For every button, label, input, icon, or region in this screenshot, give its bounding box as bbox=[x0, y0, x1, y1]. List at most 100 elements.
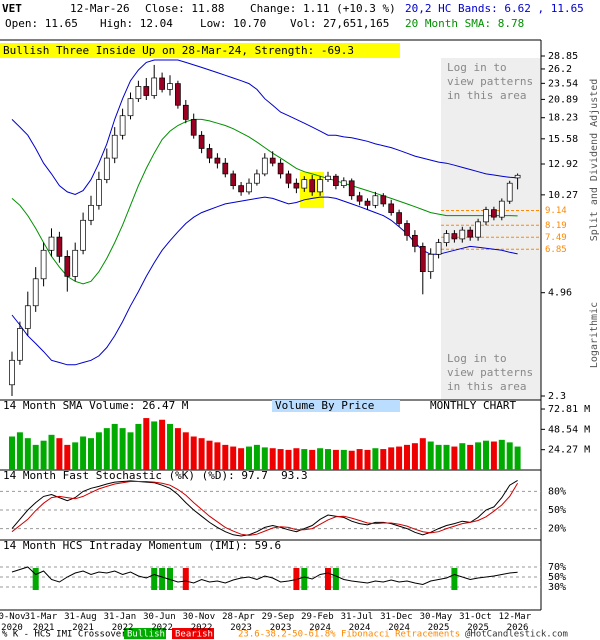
volume-bar bbox=[269, 448, 276, 470]
volume-bar bbox=[95, 432, 102, 470]
volume-bar bbox=[332, 449, 339, 470]
candle-body bbox=[230, 173, 237, 186]
candle-body bbox=[467, 229, 474, 238]
fib-label: 6.85 bbox=[545, 245, 567, 255]
volume-bar bbox=[238, 448, 245, 470]
candle-body bbox=[119, 115, 126, 136]
candle-body bbox=[135, 86, 142, 100]
x-tick-label: 31-Jan 2022 bbox=[104, 612, 142, 633]
candle-body bbox=[475, 221, 481, 238]
x-tick-label: 31-Mar 2021 bbox=[25, 612, 63, 633]
candle-body bbox=[254, 173, 260, 184]
pattern-banner: Bullish Three Inside Up on 28-Mar-24, St… bbox=[3, 44, 354, 57]
candle-body bbox=[514, 174, 521, 179]
y-tick-label: 48.54 M bbox=[548, 424, 590, 435]
side-label: Split and Dividend Adjusted bbox=[589, 79, 600, 242]
annotation: MONTHLY CHART bbox=[430, 399, 516, 412]
volume-bar bbox=[459, 443, 466, 470]
candle-body bbox=[246, 182, 252, 193]
candle-body bbox=[32, 278, 39, 307]
band-upper bbox=[11, 59, 518, 196]
candle-body bbox=[103, 157, 110, 180]
crossover-signal bbox=[325, 568, 331, 590]
volume-bar bbox=[253, 444, 260, 470]
volume-bar bbox=[419, 438, 426, 470]
x-tick-label: 30-Jun 2022 bbox=[143, 612, 181, 633]
candle-body bbox=[491, 209, 497, 218]
volume-bar bbox=[230, 446, 237, 470]
candle-body bbox=[143, 86, 150, 96]
volume-bar bbox=[348, 450, 355, 470]
y-tick-label: 18.23 bbox=[548, 113, 578, 124]
candle-body bbox=[56, 236, 63, 257]
volume: Vol: 27,651,165 bbox=[290, 17, 389, 30]
volume-bar bbox=[277, 449, 284, 470]
candle-body bbox=[498, 200, 505, 218]
legend-swatch bbox=[124, 628, 166, 639]
y-tick-label: 4.96 bbox=[548, 288, 572, 299]
volume-bar bbox=[498, 439, 505, 470]
volume-bar bbox=[506, 442, 513, 470]
volume-bar bbox=[514, 446, 521, 470]
candle-body bbox=[427, 253, 434, 273]
candle-body bbox=[17, 328, 23, 361]
volume-bar bbox=[214, 442, 221, 470]
candle-body bbox=[214, 157, 221, 164]
volume-bar bbox=[167, 423, 173, 470]
x-tick-label: 31-Aug 2021 bbox=[64, 612, 102, 633]
y-tick-label: 10.27 bbox=[548, 190, 578, 201]
volume-bar bbox=[372, 448, 379, 470]
candle-body bbox=[380, 195, 387, 205]
notice-line: in this area bbox=[447, 89, 526, 102]
x-tick-label: 30-May 2025 bbox=[420, 612, 458, 633]
volume-bar bbox=[9, 436, 15, 470]
volume-bar bbox=[317, 448, 324, 470]
candle-body bbox=[388, 203, 395, 213]
volume-bar bbox=[24, 438, 31, 470]
candle-body bbox=[419, 246, 426, 273]
high: High: 12.04 bbox=[100, 17, 173, 30]
candle-body bbox=[190, 119, 197, 136]
x-tick-label: 31-Jul 2024 bbox=[341, 612, 379, 633]
volume-bar bbox=[340, 449, 347, 470]
candle-body bbox=[64, 255, 71, 277]
stochastic-line bbox=[11, 479, 518, 537]
y-tick-label: 50% bbox=[548, 572, 566, 583]
annotation: Volume By Price bbox=[275, 399, 374, 412]
volume-bar bbox=[56, 438, 63, 470]
volume-bar bbox=[427, 441, 434, 470]
volume-bar bbox=[396, 446, 403, 470]
candle-body bbox=[222, 162, 229, 175]
candle-body bbox=[182, 104, 189, 120]
candle-body bbox=[412, 234, 418, 247]
vbp-label-bg bbox=[272, 400, 400, 412]
crossover-signal bbox=[151, 568, 158, 590]
candle-body bbox=[356, 195, 363, 202]
volume-bar bbox=[443, 444, 450, 470]
candle-body bbox=[9, 359, 15, 386]
candle-body bbox=[372, 195, 379, 206]
candle-body bbox=[396, 212, 402, 224]
notice-line: Log in to bbox=[447, 352, 507, 365]
fib-label: 8.19 bbox=[545, 221, 567, 231]
candle-body bbox=[435, 242, 442, 255]
low: Low: 10.70 bbox=[200, 17, 266, 30]
candle-body bbox=[451, 233, 458, 240]
y-tick-label: 70% bbox=[548, 562, 566, 573]
candle-body bbox=[317, 179, 323, 193]
volume-bar bbox=[72, 442, 79, 470]
volume-bar bbox=[490, 441, 497, 470]
crossover-signal bbox=[32, 568, 39, 590]
sma-legend: 20 Month SMA: 8.78 bbox=[405, 17, 524, 30]
volume-bar bbox=[435, 444, 442, 470]
volume-bar bbox=[325, 449, 331, 470]
fib-label: 9.14 bbox=[545, 206, 567, 216]
volume-bar bbox=[88, 438, 94, 470]
sma-line bbox=[11, 118, 518, 285]
notice-line: view patterns bbox=[447, 366, 533, 379]
volume-bar bbox=[198, 438, 205, 470]
candle-body bbox=[293, 182, 300, 189]
candle-body bbox=[309, 179, 316, 193]
y-tick-label: 12.92 bbox=[548, 159, 578, 170]
volume-bar bbox=[380, 449, 387, 470]
